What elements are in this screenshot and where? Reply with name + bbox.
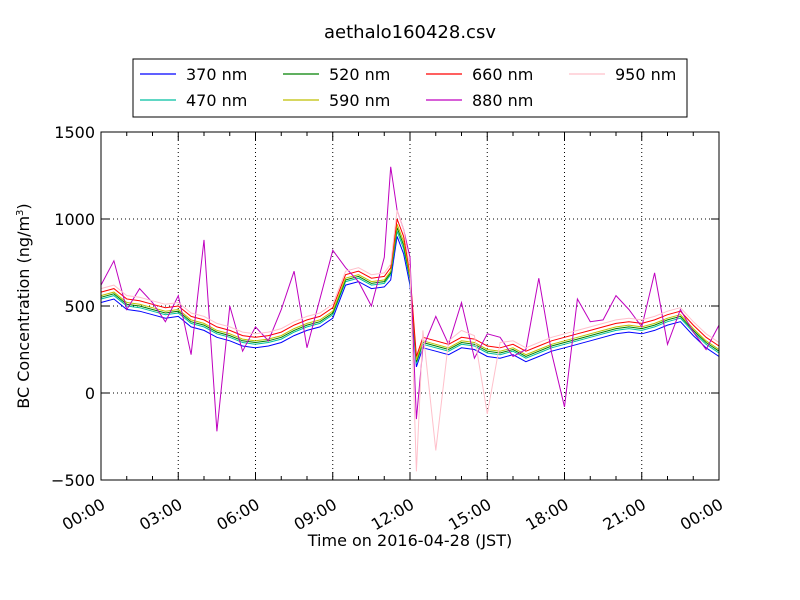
y-axis-label: BC Concentration (ng/m3) <box>14 203 33 408</box>
grid-layer <box>101 132 719 480</box>
legend-label: 880 nm <box>472 91 533 110</box>
x-tick-label: 00:00 <box>677 495 726 535</box>
x-tick-label: 06:00 <box>213 495 262 535</box>
chart-title: aethalo160428.csv <box>324 22 496 43</box>
legend-box <box>132 58 688 118</box>
legend-label: 660 nm <box>472 65 533 84</box>
series-line <box>100 210 720 472</box>
x-tick-label: 12:00 <box>368 495 417 535</box>
y-tick-label: 1000 <box>54 210 95 229</box>
series-line <box>100 224 720 361</box>
series-line <box>100 218 720 357</box>
x-tick-label: 03:00 <box>136 495 185 535</box>
x-tick-label: 15:00 <box>445 495 494 535</box>
y-tick-label: 500 <box>64 297 95 316</box>
legend-label: 520 nm <box>329 65 390 84</box>
series-line <box>100 166 720 432</box>
y-tick-label: −500 <box>51 471 95 490</box>
legend-label: 370 nm <box>186 65 247 84</box>
legend: 370 nm 470 nm 520 nm 590 nm 660 nm 880 nm 950 … <box>132 58 688 118</box>
series-layer <box>100 166 720 472</box>
y-tick-label: 1500 <box>54 123 95 142</box>
x-tick-label: 09:00 <box>291 495 340 535</box>
x-tick-label: 00:00 <box>59 495 108 535</box>
y-tick-label: 0 <box>85 384 95 403</box>
legend-label: 470 nm <box>186 91 247 110</box>
x-tick-label: 18:00 <box>522 495 571 535</box>
x-axis-label: Time on 2016-04-28 (JST) <box>307 531 512 550</box>
x-tick-label: 21:00 <box>600 495 649 535</box>
legend-label: 590 nm <box>329 91 390 110</box>
legend-label: 950 nm <box>615 65 676 84</box>
